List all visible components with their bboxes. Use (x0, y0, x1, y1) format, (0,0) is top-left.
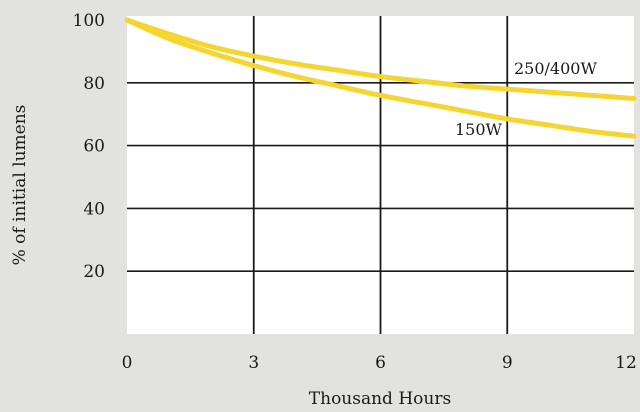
series-line-150w (124, 17, 637, 139)
annotation-250-400w: 250/400W (514, 59, 597, 78)
x-tick-label-3: 3 (248, 353, 259, 373)
x-tick-label-6: 6 (375, 353, 386, 373)
annotation-150w: 150W (455, 120, 503, 139)
series-line-250-400w (124, 17, 637, 101)
y-tick-label-40: 40 (83, 199, 105, 219)
x-tick-label-0: 0 (122, 353, 133, 373)
y-tick-label-60: 60 (83, 137, 105, 157)
y-tick-label-80: 80 (83, 74, 105, 94)
y-axis-label: % of initial lumens (10, 105, 30, 266)
grid-lines (127, 16, 634, 334)
x-tick-label-12: 12 (615, 353, 637, 373)
x-axis-label: Thousand Hours (309, 389, 451, 409)
series-lines (124, 17, 637, 139)
y-tick-label-100: 100 (73, 11, 105, 31)
x-tick-label-9: 9 (502, 353, 513, 373)
y-tick-label-20: 20 (83, 262, 105, 282)
tick-labels: 20 40 60 80 100 0 3 6 9 12 (73, 11, 637, 373)
